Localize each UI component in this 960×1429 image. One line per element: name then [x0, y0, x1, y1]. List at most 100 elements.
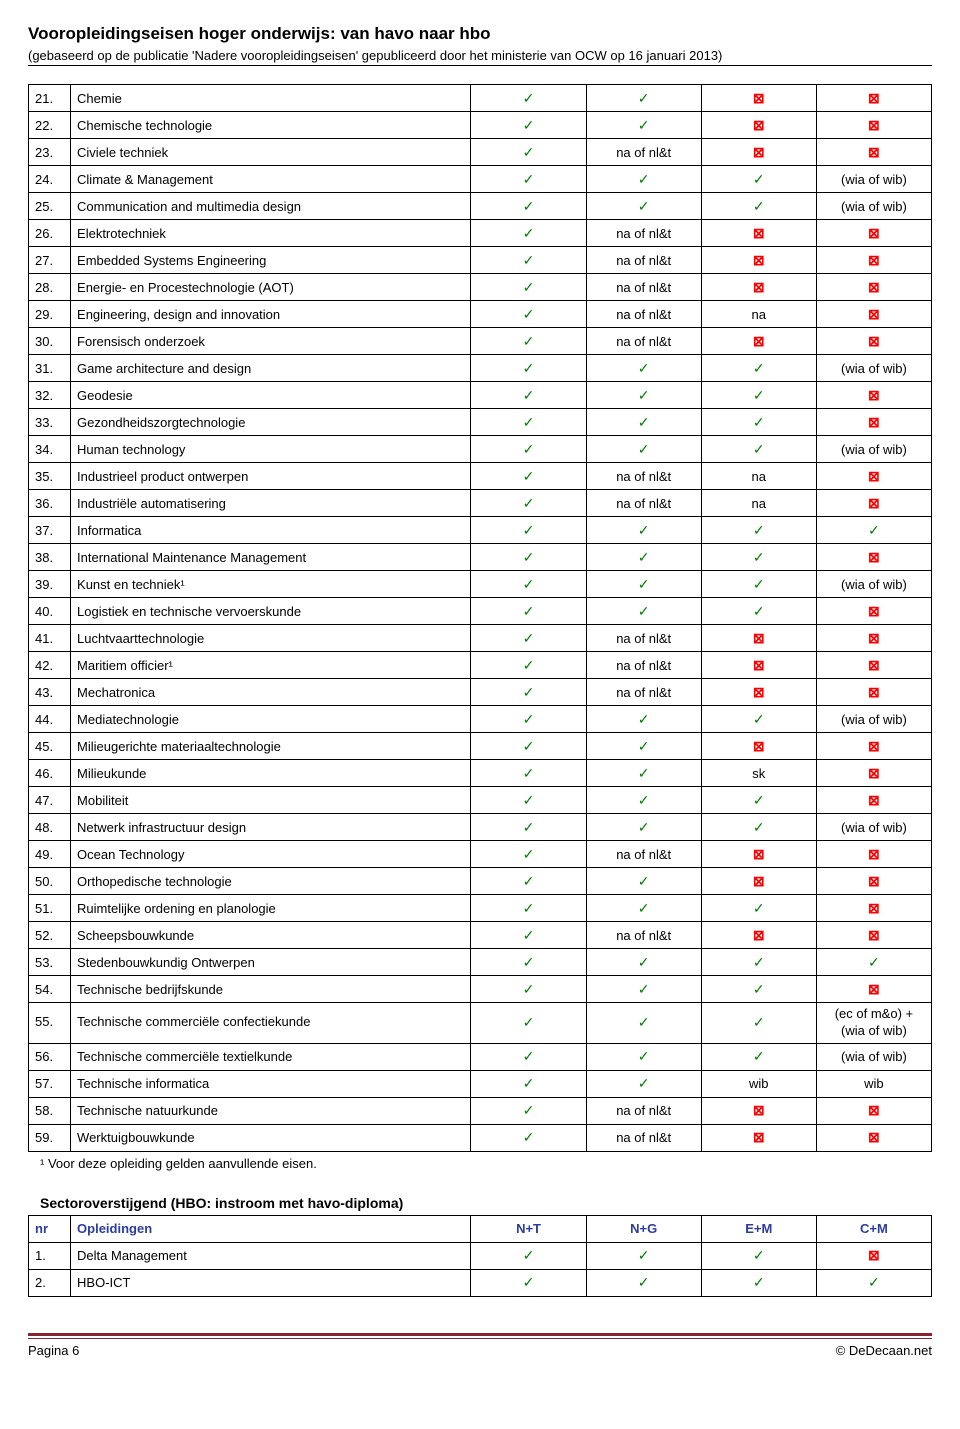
table-row: 53.Stedenbouwkundig Ontwerpen✓✓✓✓: [29, 949, 932, 976]
row-number: 41.: [29, 625, 71, 652]
table-row: 22.Chemische technologie✓✓⊠⊠: [29, 112, 932, 139]
row-cell: ✓: [586, 1070, 701, 1097]
row-name: Technische commerciële confectiekunde: [71, 1003, 471, 1044]
table-row: 42.Maritiem officier¹✓na of nl&t⊠⊠: [29, 652, 932, 679]
table-row: 46.Milieukunde✓✓sk⊠: [29, 760, 932, 787]
footnote: ¹ Voor deze opleiding gelden aanvullende…: [40, 1156, 932, 1171]
row-cell: ⊠: [816, 652, 931, 679]
table-row: 49.Ocean Technology✓na of nl&t⊠⊠: [29, 841, 932, 868]
row-cell: ✓: [471, 706, 586, 733]
row-cell: ⊠: [816, 112, 931, 139]
row-number: 29.: [29, 301, 71, 328]
row-cell: ✓: [471, 517, 586, 544]
row-cell: ✓: [701, 787, 816, 814]
row-cell: na of nl&t: [586, 463, 701, 490]
row-number: 50.: [29, 868, 71, 895]
row-cell: ✓: [471, 760, 586, 787]
row-cell: ⊠: [816, 760, 931, 787]
row-cell: na of nl&t: [586, 1124, 701, 1151]
table-row: 38.International Maintenance Management✓…: [29, 544, 932, 571]
col-ng: N+G: [586, 1215, 701, 1242]
table-row: 41.Luchtvaarttechnologie✓na of nl&t⊠⊠: [29, 625, 932, 652]
table-row: 35.Industrieel product ontwerpen✓na of n…: [29, 463, 932, 490]
row-number: 36.: [29, 490, 71, 517]
col-opleidingen: Opleidingen: [71, 1215, 471, 1242]
row-cell: na of nl&t: [586, 490, 701, 517]
section-heading: Sectoroverstijgend (HBO: instroom met ha…: [40, 1195, 932, 1211]
col-em: E+M: [701, 1215, 816, 1242]
row-number: 25.: [29, 193, 71, 220]
table-row: 21.Chemie✓✓⊠⊠: [29, 85, 932, 112]
row-cell: ✓: [471, 139, 586, 166]
row-cell: ✓: [701, 1242, 816, 1269]
table-row: 26.Elektrotechniek✓na of nl&t⊠⊠: [29, 220, 932, 247]
row-name: Logistiek en technische vervoerskunde: [71, 598, 471, 625]
row-cell: ⊠: [701, 922, 816, 949]
row-cell: ✓: [471, 544, 586, 571]
table-row: 48.Netwerk infrastructuur design✓✓✓(wia …: [29, 814, 932, 841]
row-cell: ✓: [586, 193, 701, 220]
row-cell: ⊠: [816, 598, 931, 625]
row-cell: ✓: [471, 436, 586, 463]
table-row: 28.Energie- en Procestechnologie (AOT)✓n…: [29, 274, 932, 301]
table-row: 24.Climate & Management✓✓✓(wia of wib): [29, 166, 932, 193]
row-cell: na of nl&t: [586, 301, 701, 328]
row-name: Technische informatica: [71, 1070, 471, 1097]
row-name: Ocean Technology: [71, 841, 471, 868]
row-cell: ✓: [586, 787, 701, 814]
row-cell: ✓: [471, 1003, 586, 1044]
row-cell: (wia of wib): [816, 706, 931, 733]
row-cell: na of nl&t: [586, 679, 701, 706]
row-cell: (ec of m&o) + (wia of wib): [816, 1003, 931, 1044]
row-name: Embedded Systems Engineering: [71, 247, 471, 274]
row-number: 43.: [29, 679, 71, 706]
table-row: 45.Milieugerichte materiaaltechnologie✓✓…: [29, 733, 932, 760]
table-row: 57.Technische informatica✓✓wibwib: [29, 1070, 932, 1097]
row-name: Geodesie: [71, 382, 471, 409]
page-subtitle: (gebaseerd op de publicatie 'Nadere voor…: [28, 48, 932, 63]
col-nt: N+T: [471, 1215, 586, 1242]
row-cell: ✓: [586, 571, 701, 598]
row-cell: ✓: [586, 409, 701, 436]
row-number: 28.: [29, 274, 71, 301]
row-cell: na: [701, 490, 816, 517]
row-cell: ✓: [701, 382, 816, 409]
row-cell: ✓: [471, 625, 586, 652]
table-row: 50.Orthopedische technologie✓✓⊠⊠: [29, 868, 932, 895]
row-name: HBO-ICT: [71, 1269, 471, 1296]
row-cell: ✓: [471, 382, 586, 409]
row-cell: ✓: [701, 166, 816, 193]
row-name: Technische commerciële textielkunde: [71, 1043, 471, 1070]
row-name: Technische natuurkunde: [71, 1097, 471, 1124]
row-name: Scheepsbouwkunde: [71, 922, 471, 949]
row-cell: sk: [701, 760, 816, 787]
row-name: Informatica: [71, 517, 471, 544]
row-number: 49.: [29, 841, 71, 868]
table-row: 32.Geodesie✓✓✓⊠: [29, 382, 932, 409]
row-cell: ⊠: [816, 1097, 931, 1124]
row-cell: ✓: [471, 1043, 586, 1070]
row-cell: ✓: [701, 355, 816, 382]
row-cell: na: [701, 301, 816, 328]
row-number: 57.: [29, 1070, 71, 1097]
row-cell: ✓: [701, 1269, 816, 1296]
row-cell: ✓: [586, 436, 701, 463]
row-cell: ✓: [701, 814, 816, 841]
row-name: Industrieel product ontwerpen: [71, 463, 471, 490]
row-cell: ⊠: [816, 787, 931, 814]
row-cell: ✓: [586, 1269, 701, 1296]
row-cell: ⊠: [816, 220, 931, 247]
row-number: 46.: [29, 760, 71, 787]
row-number: 26.: [29, 220, 71, 247]
row-cell: ✓: [471, 571, 586, 598]
row-cell: ⊠: [816, 274, 931, 301]
row-cell: ✓: [471, 652, 586, 679]
row-cell: ✓: [816, 517, 931, 544]
row-name: Game architecture and design: [71, 355, 471, 382]
row-cell: ✓: [586, 760, 701, 787]
row-cell: ✓: [471, 328, 586, 355]
page-title: Vooropleidingseisen hoger onderwijs: van…: [28, 24, 932, 44]
table-row: 43.Mechatronica✓na of nl&t⊠⊠: [29, 679, 932, 706]
row-number: 40.: [29, 598, 71, 625]
table-row: 25.Communication and multimedia design✓✓…: [29, 193, 932, 220]
